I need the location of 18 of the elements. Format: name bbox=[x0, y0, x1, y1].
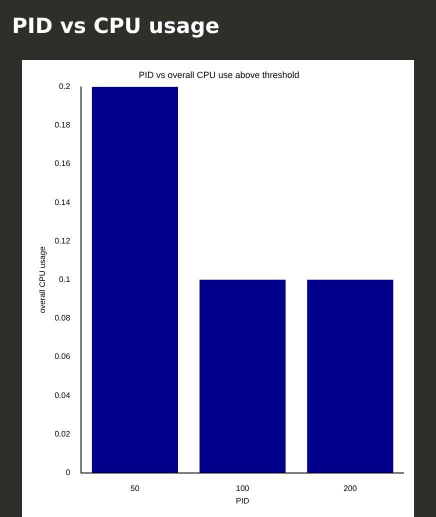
y-tick-label: 0.06 bbox=[54, 352, 71, 362]
x-axis-title: PID bbox=[236, 496, 250, 506]
chart-title: PID vs CPU usage bbox=[12, 14, 220, 38]
y-tick-label: 0.04 bbox=[54, 390, 71, 400]
y-tick-label: 0.16 bbox=[54, 159, 71, 168]
x-tick-label: 200 bbox=[344, 484, 358, 493]
y-tick-label: 0.1 bbox=[59, 275, 71, 284]
y-tick-label: 0.14 bbox=[54, 198, 71, 207]
y-tick-label: 0.02 bbox=[54, 429, 71, 438]
x-tick-label: 50 bbox=[130, 484, 140, 493]
y-tick-label: 0.08 bbox=[54, 314, 71, 323]
y-tick-label: 0.18 bbox=[54, 120, 71, 130]
chart-subtitle: PID vs overall CPU use above threshold bbox=[138, 70, 300, 80]
y-tick-label: 0 bbox=[66, 468, 71, 478]
y-axis-title: overall CPU usage bbox=[38, 246, 48, 314]
x-tick-label: 100 bbox=[236, 484, 250, 493]
y-tick-label: 0.2 bbox=[59, 82, 71, 92]
y-tick-label: 0.12 bbox=[54, 236, 71, 246]
